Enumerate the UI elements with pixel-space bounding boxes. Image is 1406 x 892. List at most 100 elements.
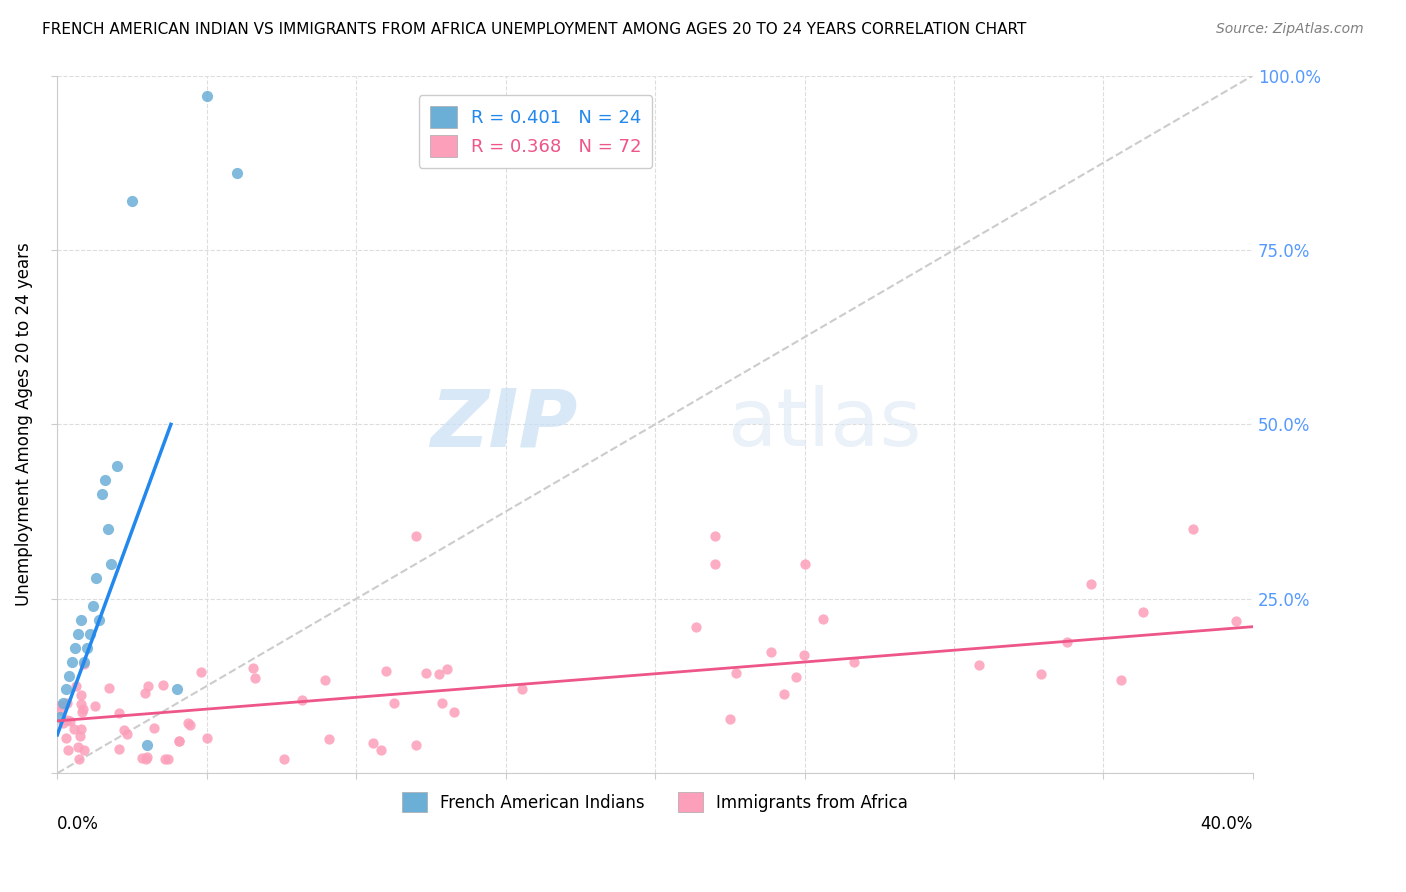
Point: [67, 626, 90, 640]
Point: [73, 743, 96, 757]
Point: [195, 731, 218, 746]
Point: [153, 752, 176, 766]
Point: [70, 722, 93, 736]
Text: 40.0%: 40.0%: [1201, 815, 1253, 833]
Point: [1132, 605, 1154, 619]
Point: [195, 89, 218, 103]
Point: [793, 557, 815, 571]
Text: atlas: atlas: [727, 385, 921, 463]
Point: [405, 739, 427, 753]
Text: ZIP: ZIP: [430, 385, 578, 463]
Point: [69, 729, 91, 743]
Point: [370, 742, 392, 756]
Legend: French American Indians, Immigrants from Africa: French American Indians, Immigrants from…: [394, 784, 917, 821]
Point: [243, 671, 266, 685]
Point: [179, 718, 201, 732]
Point: [65, 680, 87, 694]
Point: [67, 752, 90, 766]
Point: [685, 620, 707, 634]
Point: [70, 613, 93, 627]
Point: [115, 726, 138, 740]
Point: [52, 697, 75, 711]
Point: [242, 661, 264, 675]
Point: [152, 678, 174, 692]
Point: [51, 698, 73, 712]
Point: [429, 667, 451, 681]
Point: [97, 522, 120, 536]
Point: [967, 657, 990, 672]
Text: Source: ZipAtlas.com: Source: ZipAtlas.com: [1216, 22, 1364, 37]
Point: [176, 716, 198, 731]
Point: [382, 696, 405, 710]
Point: [72, 702, 94, 716]
Point: [63, 723, 86, 737]
Point: [73, 655, 96, 669]
Point: [363, 735, 385, 749]
Point: [52, 715, 75, 730]
Point: [318, 732, 340, 747]
Point: [136, 679, 159, 693]
Point: [76, 640, 98, 655]
Point: [84, 571, 107, 585]
Point: [70, 706, 93, 720]
Point: [94, 473, 117, 487]
Text: 0.0%: 0.0%: [58, 815, 100, 833]
Point: [135, 752, 157, 766]
Point: [79, 626, 101, 640]
Point: [56, 696, 79, 710]
Point: [793, 648, 815, 663]
Point: [108, 741, 131, 756]
Point: [1031, 667, 1053, 681]
Point: [510, 682, 533, 697]
Point: [759, 645, 782, 659]
Point: [169, 734, 191, 748]
Point: [55, 682, 77, 697]
Point: [100, 557, 122, 571]
Point: [135, 749, 157, 764]
Point: [169, 733, 191, 747]
Point: [69, 688, 91, 702]
Point: [55, 731, 77, 745]
Point: [166, 682, 188, 697]
Point: [89, 613, 111, 627]
Point: [51, 703, 73, 717]
Point: [91, 487, 114, 501]
Point: [105, 459, 128, 474]
Point: [70, 698, 93, 712]
Point: [49, 710, 72, 724]
Point: [59, 714, 82, 728]
Point: [121, 194, 143, 208]
Point: [430, 696, 453, 710]
Point: [1225, 614, 1247, 628]
Point: [374, 665, 396, 679]
Point: [56, 743, 79, 757]
Point: [724, 666, 747, 681]
Point: [225, 166, 247, 180]
Point: [97, 681, 120, 695]
Point: [112, 723, 135, 737]
Point: [785, 670, 807, 684]
Point: [405, 529, 427, 543]
Point: [1109, 673, 1132, 687]
Point: [811, 612, 834, 626]
Point: [60, 655, 83, 669]
Point: [718, 712, 741, 726]
Point: [443, 705, 465, 719]
Point: [157, 752, 180, 766]
Point: [703, 557, 725, 571]
Point: [107, 706, 129, 721]
Point: [844, 655, 866, 669]
Point: [314, 673, 336, 688]
Point: [136, 739, 159, 753]
Point: [415, 666, 437, 681]
Point: [1056, 634, 1078, 648]
Point: [273, 752, 295, 766]
Point: [66, 739, 89, 754]
Point: [131, 750, 153, 764]
Point: [1080, 576, 1102, 591]
Point: [190, 665, 212, 680]
Text: FRENCH AMERICAN INDIAN VS IMMIGRANTS FROM AFRICA UNEMPLOYMENT AMONG AGES 20 TO 2: FRENCH AMERICAN INDIAN VS IMMIGRANTS FRO…: [42, 22, 1026, 37]
Point: [436, 662, 458, 676]
Point: [55, 713, 77, 727]
Point: [58, 668, 80, 682]
